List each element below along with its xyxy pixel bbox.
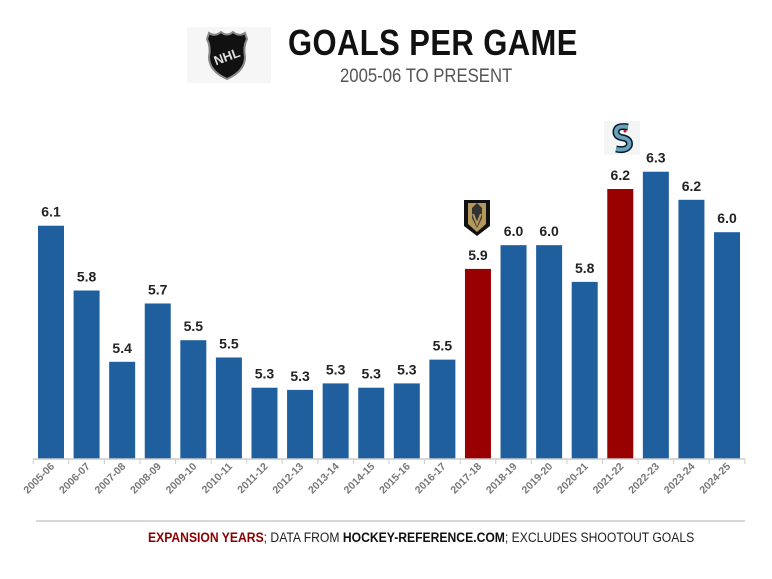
bar-2010-11	[215, 357, 242, 459]
x-tick-label-2021-22: 2021-22	[591, 461, 627, 497]
x-tick-label-2023-24: 2023-24	[662, 461, 698, 497]
x-tick-label-2019-20: 2019-20	[519, 461, 555, 497]
data-label-2022-23: 6.3	[646, 150, 666, 166]
bar-2007-08	[109, 361, 136, 459]
bar-2009-10	[180, 340, 207, 459]
x-tick-label-2014-15: 2014-15	[342, 461, 378, 497]
data-label-2018-19: 6.0	[504, 223, 524, 239]
bar-2014-15	[358, 387, 385, 459]
bar-2021-22	[607, 189, 634, 459]
footer-text: ; DATA FROM	[263, 530, 343, 545]
data-label-2013-14: 5.3	[326, 361, 346, 377]
bar-2013-14	[322, 383, 349, 459]
bar-2017-18	[464, 268, 491, 459]
x-tick-label-2007-08: 2007-08	[93, 461, 129, 497]
x-tick-label-2018-19: 2018-19	[484, 461, 520, 497]
x-tick-label-2006-07: 2006-07	[57, 461, 93, 497]
x-tick-label-2020-21: 2020-21	[555, 461, 591, 497]
x-tick-label-2016-17: 2016-17	[413, 461, 449, 497]
data-label-2014-15: 5.3	[361, 366, 381, 382]
x-tick-label-2005-06: 2005-06	[21, 461, 57, 497]
data-label-2019-20: 6.0	[539, 223, 559, 239]
data-label-2016-17: 5.5	[433, 338, 453, 354]
data-label-2020-21: 5.8	[575, 260, 595, 276]
x-tick-label-2015-16: 2015-16	[377, 461, 413, 497]
x-tick-label-2024-25: 2024-25	[697, 461, 733, 497]
data-label-2009-10: 5.5	[184, 318, 204, 334]
source-link[interactable]: HOCKEY-REFERENCE.COM	[342, 530, 505, 545]
bar-2016-17	[429, 359, 456, 459]
x-tick-label-2017-18: 2017-18	[448, 461, 484, 497]
data-label-2024-25: 6.0	[717, 210, 737, 226]
vegas-golden-knights-icon	[464, 200, 490, 236]
bar-2011-12	[251, 387, 278, 459]
bar-2008-09	[144, 303, 171, 459]
x-tick-label-2010-11: 2010-11	[200, 461, 235, 496]
x-tick-label-2022-23: 2022-23	[626, 461, 662, 497]
x-tick-label-2009-10: 2009-10	[164, 461, 200, 497]
x-tick-label-2008-09: 2008-09	[128, 461, 164, 497]
chart-subtitle: 2005-06 TO PRESENT	[340, 66, 513, 87]
bar-2012-13	[287, 389, 314, 459]
nhl-logo: NHL	[187, 27, 271, 83]
bar-2022-23	[642, 171, 669, 459]
x-tick-label-2012-13: 2012-13	[270, 461, 306, 497]
bar-2006-07	[73, 290, 100, 459]
data-label-2012-13: 5.3	[290, 368, 310, 384]
data-label-2010-11: 5.5	[219, 335, 239, 351]
bar-2023-24	[678, 199, 705, 460]
chart-title: GOALS PER GAME	[288, 22, 578, 63]
data-label-2017-18: 5.9	[468, 247, 488, 263]
x-tick-label-2013-14: 2013-14	[306, 461, 342, 497]
bar-2024-25	[714, 232, 741, 459]
data-label-2005-06: 6.1	[41, 204, 61, 220]
footer-note: EXPANSION YEARS; DATA FROM HOCKEY-REFERE…	[39, 530, 734, 545]
bar-2019-20	[536, 245, 563, 459]
data-label-2008-09: 5.7	[148, 281, 168, 297]
bar-2020-21	[571, 281, 598, 459]
bar-2018-19	[500, 245, 527, 459]
bar-2005-06	[38, 225, 64, 459]
seattle-kraken-icon	[604, 121, 640, 155]
data-label-2015-16: 5.3	[397, 361, 417, 377]
data-label-2007-08: 5.4	[112, 340, 132, 356]
expansion-legend: EXPANSION YEARS	[147, 530, 264, 545]
data-label-2006-07: 5.8	[77, 269, 97, 285]
data-label-2023-24: 6.2	[682, 178, 702, 194]
footer-text-2: ; EXCLUDES SHOOTOUT GOALS	[504, 530, 695, 545]
data-label-2011-12: 5.3	[255, 366, 275, 382]
bar-2015-16	[393, 383, 420, 459]
data-label-2021-22: 6.2	[611, 167, 631, 183]
x-tick-label-2011-12: 2011-12	[235, 461, 270, 496]
